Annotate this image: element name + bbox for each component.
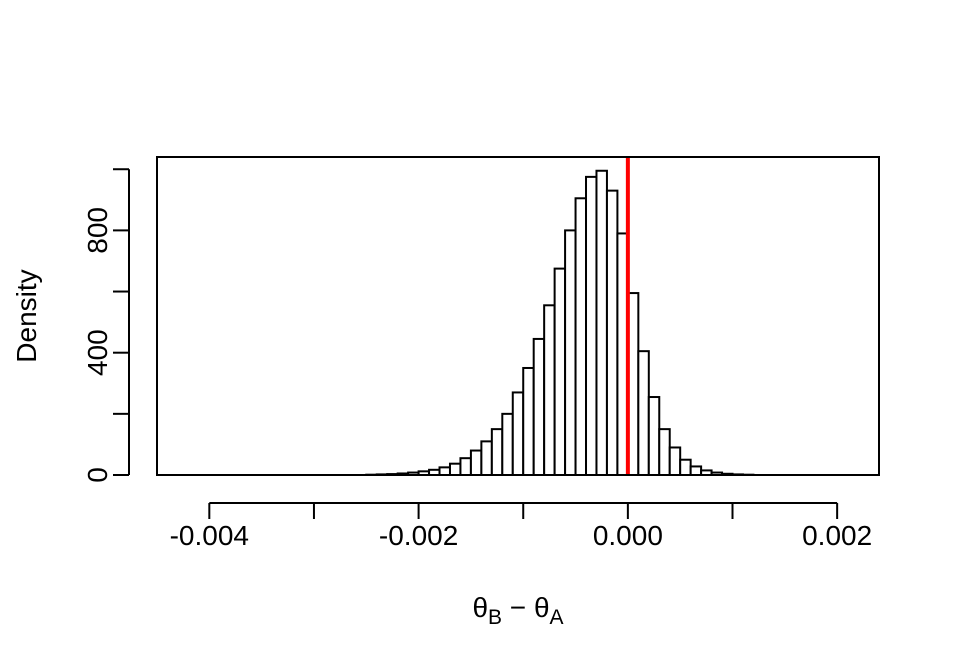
histogram-bar — [543, 304, 556, 476]
histogram-bar — [585, 175, 598, 476]
histogram-bar — [469, 449, 483, 476]
histogram-bar — [501, 412, 514, 477]
histogram-bar — [564, 229, 577, 476]
histogram-bar — [490, 428, 504, 476]
histogram-bar — [459, 457, 472, 476]
histogram-bar — [595, 169, 608, 476]
histogram-bar — [637, 350, 650, 476]
histogram-bar — [689, 465, 703, 477]
y-axis-title: Density — [11, 269, 42, 362]
y-tick-label: 400 — [82, 329, 113, 376]
x-axis: -0.004 -0.002 0.000 0.002 — [170, 502, 872, 551]
histogram-bar — [532, 337, 546, 476]
y-axis: 0 400 800 — [82, 168, 130, 483]
plot-frame — [156, 156, 880, 476]
x-tick-label: -0.004 — [170, 520, 249, 551]
histogram-bar — [647, 396, 661, 476]
histogram-bar — [511, 391, 525, 477]
histogram-bar — [605, 189, 619, 476]
histogram-bar — [574, 197, 588, 476]
x-tick-label: 0.002 — [802, 520, 872, 551]
histogram-bar — [438, 466, 451, 477]
histogram-bar — [448, 462, 462, 476]
y-tick-label: 800 — [82, 207, 113, 254]
y-tick-label: 0 — [82, 467, 113, 483]
x-tick-label: -0.002 — [379, 520, 458, 551]
histogram-bar — [480, 440, 493, 477]
histogram-bar — [679, 458, 692, 477]
x-axis-title: θB − θA — [472, 592, 563, 629]
histogram-bars — [365, 169, 755, 477]
histogram-bar — [553, 267, 567, 476]
histogram-bar — [522, 366, 535, 477]
histogram-bar — [668, 446, 682, 477]
histogram-bar — [658, 428, 671, 476]
x-tick-label: 0.000 — [593, 520, 663, 551]
